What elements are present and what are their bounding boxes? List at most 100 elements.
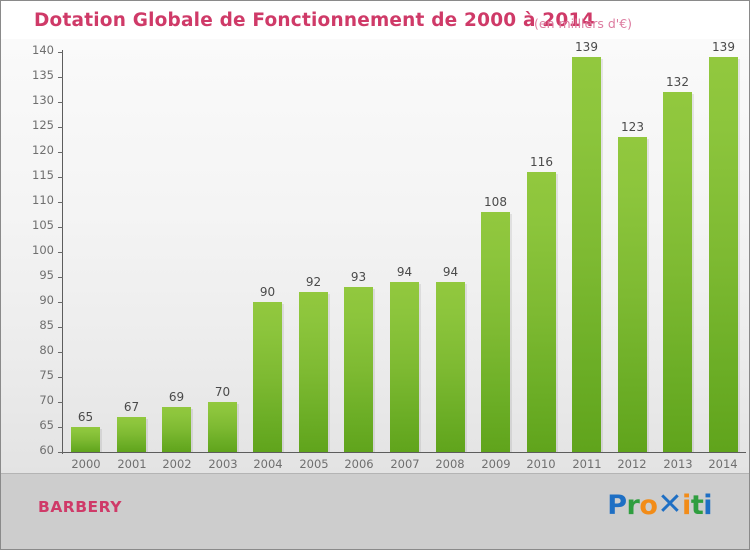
y-axis-tick: 100	[1, 243, 63, 257]
chart-footer: BARBERY Pro✕iti	[1, 473, 749, 549]
x-axis-label-2005: 2005	[299, 457, 329, 471]
commune-name: BARBERY	[38, 498, 122, 516]
bar-2010[interactable]: 116	[527, 155, 558, 452]
bar-value-label: 139	[575, 40, 598, 54]
bar-value-label: 116	[530, 155, 553, 169]
logo-letter: r	[626, 490, 640, 521]
bar-2014[interactable]: 139	[709, 40, 740, 452]
y-tick-label: 60	[39, 443, 54, 457]
bar-value-label: 69	[168, 390, 185, 404]
x-axis-label-2010: 2010	[526, 457, 556, 471]
x-axis-label-2001: 2001	[117, 457, 147, 471]
x-axis-label-2004: 2004	[253, 457, 283, 471]
y-tick-label: 100	[32, 243, 54, 257]
bar-value-label: 67	[123, 400, 140, 414]
y-axis-tick: 130	[1, 93, 63, 107]
y-tick-label: 90	[39, 293, 54, 307]
bar-value-label: 123	[621, 120, 644, 134]
y-tick-label: 110	[32, 193, 54, 207]
y-tick-mark	[58, 452, 63, 453]
y-axis-tick: 70	[1, 393, 63, 407]
x-axis-label-2013: 2013	[663, 457, 693, 471]
y-tick-mark	[58, 327, 63, 328]
y-tick-mark	[58, 277, 63, 278]
logo-letter: o	[639, 490, 658, 521]
y-tick-mark	[58, 302, 63, 303]
y-axis-tick: 75	[1, 368, 63, 382]
x-axis-label-2006: 2006	[344, 457, 374, 471]
bar-value-label: 70	[214, 385, 231, 399]
chart-header: Dotation Globale de Fonctionnement de 20…	[1, 1, 749, 39]
chart-plot-region: 60 65 70 75 80 85 90 95 100 105 110 115 120 125 130 135…	[1, 39, 749, 473]
y-tick-label: 140	[32, 43, 54, 57]
bar-2008[interactable]: 94	[436, 265, 467, 452]
bar-2013[interactable]: 132	[663, 75, 694, 452]
logo-letter: i	[703, 490, 712, 521]
y-tick-label: 75	[39, 368, 54, 382]
y-tick-label: 125	[32, 118, 54, 132]
y-tick-mark	[58, 202, 63, 203]
y-tick-mark	[58, 127, 63, 128]
bar-2006[interactable]: 93	[344, 270, 375, 452]
proxiti-logo[interactable]: Pro✕iti	[607, 490, 712, 521]
y-tick-mark	[58, 52, 63, 53]
y-tick-mark	[58, 77, 63, 78]
y-tick-mark	[58, 177, 63, 178]
bar-value-label: 94	[442, 265, 459, 279]
y-axis-tick: 60	[1, 443, 63, 457]
bar-value-label: 65	[77, 410, 94, 424]
y-tick-mark	[58, 252, 63, 253]
y-axis-tick: 95	[1, 268, 63, 282]
x-axis-label-2002: 2002	[162, 457, 192, 471]
logo-letter: t	[690, 490, 704, 521]
x-axis-line	[62, 452, 746, 453]
y-axis-tick: 65	[1, 418, 63, 432]
bar-2002[interactable]: 69	[162, 390, 193, 452]
y-axis-tick: 140	[1, 43, 63, 57]
y-tick-label: 120	[32, 143, 54, 157]
y-tick-mark	[58, 102, 63, 103]
x-axis-label-2003: 2003	[208, 457, 238, 471]
bar-2009[interactable]: 108	[481, 195, 512, 452]
logo-letter: ✕	[657, 487, 683, 522]
y-tick-label: 135	[32, 68, 54, 82]
x-axis-label-2011: 2011	[572, 457, 602, 471]
bar-2004[interactable]: 90	[253, 285, 284, 452]
y-axis-tick: 115	[1, 168, 63, 182]
x-axis-label-2008: 2008	[435, 457, 465, 471]
bar-2005[interactable]: 92	[299, 275, 330, 452]
y-axis-tick: 120	[1, 143, 63, 157]
y-tick-mark	[58, 377, 63, 378]
bar-2003[interactable]: 70	[208, 385, 239, 452]
y-tick-label: 115	[32, 168, 54, 182]
bar-2007[interactable]: 94	[390, 265, 421, 452]
bar-value-label: 132	[666, 75, 689, 89]
y-axis-tick: 105	[1, 218, 63, 232]
y-tick-mark	[58, 402, 63, 403]
chart-unit-subtitle: (en milliers d'€)	[534, 16, 633, 31]
x-axis-label-2009: 2009	[481, 457, 511, 471]
y-tick-label: 95	[39, 268, 54, 282]
y-axis-tick: 80	[1, 343, 63, 357]
page-title: Dotation Globale de Fonctionnement de 20…	[34, 10, 595, 31]
bar-2000[interactable]: 65	[71, 410, 102, 452]
y-axis-tick: 125	[1, 118, 63, 132]
y-tick-label: 80	[39, 343, 54, 357]
x-axis-label-2000: 2000	[71, 457, 101, 471]
y-tick-mark	[58, 152, 63, 153]
y-axis-tick: 110	[1, 193, 63, 207]
y-tick-mark	[58, 352, 63, 353]
bar-2011[interactable]: 139	[572, 40, 603, 452]
logo-letter: i	[682, 490, 691, 521]
y-axis-tick: 90	[1, 293, 63, 307]
bar-value-label: 93	[350, 270, 367, 284]
bar-value-label: 92	[305, 275, 322, 289]
y-tick-mark	[58, 427, 63, 428]
bar-2012[interactable]: 123	[618, 120, 649, 452]
y-axis-tick: 85	[1, 318, 63, 332]
y-tick-label: 70	[39, 393, 54, 407]
y-tick-label: 85	[39, 318, 54, 332]
x-axis-label-2012: 2012	[617, 457, 647, 471]
bar-2001[interactable]: 67	[117, 400, 148, 452]
